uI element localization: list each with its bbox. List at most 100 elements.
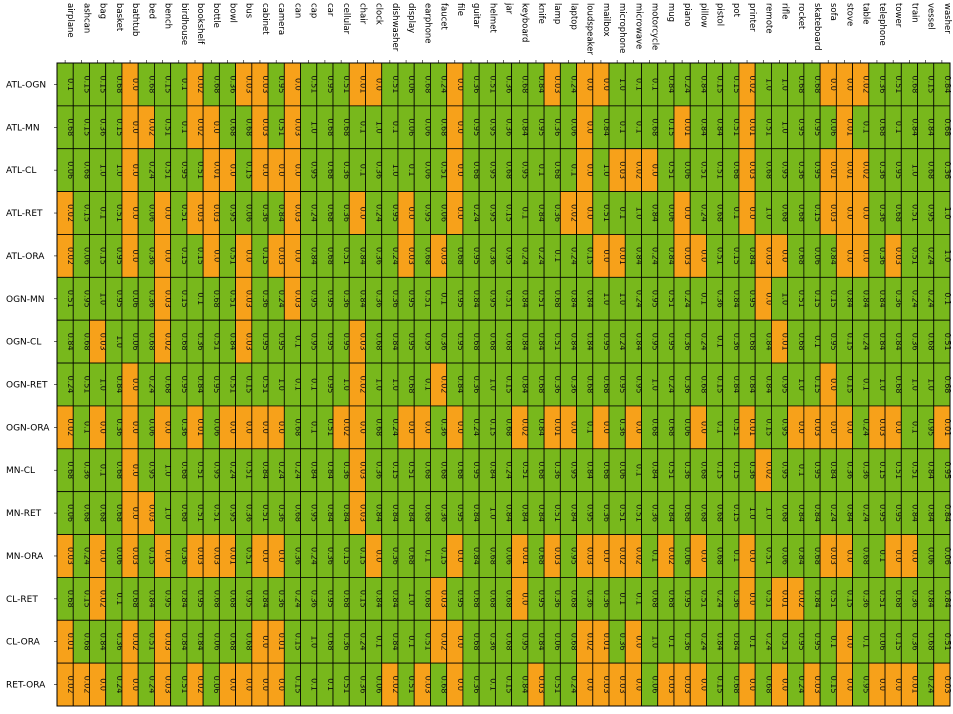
cell-value: 0.0 xyxy=(245,250,254,263)
cell-value: 0.68 xyxy=(375,418,384,436)
cell-value: 0.1 xyxy=(391,121,400,134)
cell-value: 0.68 xyxy=(699,376,708,394)
row-label-RET-ORA: RET-ORA xyxy=(6,681,46,691)
cell-value: 0.03 xyxy=(553,547,562,565)
cell-value: 0.06 xyxy=(618,461,627,479)
cell-value: 0.24 xyxy=(699,204,708,222)
cell-value: 0.1 xyxy=(115,592,124,605)
cell-value: 0.0 xyxy=(131,250,140,263)
cell-value: 0.03 xyxy=(293,204,302,222)
cell-value: 0.15 xyxy=(667,118,676,136)
cell-value: 0.1 xyxy=(521,207,530,220)
cell-value: 0.01 xyxy=(781,333,790,351)
cell-value: 0.24 xyxy=(277,290,286,308)
cell-value: 0.95 xyxy=(456,290,465,308)
cell-value: 0.36 xyxy=(261,204,270,222)
cell-value: 0.95 xyxy=(813,461,822,479)
cell-value: 0.02 xyxy=(99,590,108,608)
cell-value: 0.15 xyxy=(845,333,854,351)
cell-value: 0.51 xyxy=(667,461,676,479)
cell-value: 0.84 xyxy=(716,118,725,136)
column-label-rocket: rocket xyxy=(796,3,806,30)
cell-value: 0.1 xyxy=(716,335,725,348)
cell-value: 0.84 xyxy=(845,290,854,308)
cell-value: 0.36 xyxy=(878,204,887,222)
cell-value: 1.0 xyxy=(781,78,790,91)
cell-value: 0.0 xyxy=(164,421,173,434)
cell-value: 0.1 xyxy=(99,464,108,477)
cell-value: 0.02 xyxy=(667,547,676,565)
cell-value: 0.1 xyxy=(358,164,367,177)
cell-value: 0.02 xyxy=(342,418,351,436)
cell-value: 0.84 xyxy=(634,247,643,265)
cell-value: 0.36 xyxy=(910,333,919,351)
cell-value: 0.02 xyxy=(391,676,400,694)
cell-value: 0.95 xyxy=(488,161,497,179)
cell-value: 0.95 xyxy=(602,333,611,351)
cell-value: 0.51 xyxy=(82,376,91,394)
cell-value: 0.02 xyxy=(66,418,75,436)
cell-value: 0.95 xyxy=(569,461,578,479)
cell-value: 0.15 xyxy=(716,376,725,394)
row-label-MN-RET: MN-RET xyxy=(6,509,42,519)
cell-value: 0.51 xyxy=(196,504,205,522)
cell-value: 0.24 xyxy=(521,247,530,265)
cell-value: 0.06 xyxy=(131,290,140,308)
cell-value: 0.03 xyxy=(813,418,822,436)
cell-value: 0.0 xyxy=(586,121,595,134)
cell-value: 0.1 xyxy=(180,121,189,134)
cell-value: 0.0 xyxy=(845,207,854,220)
cell-value: 0.02 xyxy=(66,204,75,222)
cell-value: 1.0 xyxy=(391,164,400,177)
cell-value: 0.0 xyxy=(456,78,465,91)
cell-value: 0.0 xyxy=(894,421,903,434)
cell-value: 0.84 xyxy=(927,590,936,608)
cell-value: 0.15 xyxy=(894,633,903,651)
cell-value: 0.0 xyxy=(407,421,416,434)
cell-value: 0.1 xyxy=(407,164,416,177)
cell-value: 0.0 xyxy=(293,164,302,177)
cell-value: 0.15 xyxy=(342,547,351,565)
cell-value: 0.95 xyxy=(537,118,546,136)
cell-value: 0.68 xyxy=(553,161,562,179)
cell-value: 0.0 xyxy=(862,207,871,220)
cell-value: 0.36 xyxy=(862,461,871,479)
cell-value: 0.1 xyxy=(894,121,903,134)
cell-value: 0.84 xyxy=(521,504,530,522)
cell-value: 0.36 xyxy=(748,461,757,479)
row-label-OGN-ORA: OGN-ORA xyxy=(6,423,50,433)
column-label-skateboard: skateboard xyxy=(812,3,822,51)
cell-value: 0.03 xyxy=(553,76,562,94)
cell-value: 0.1 xyxy=(196,292,205,305)
cell-value: 0.95 xyxy=(326,376,335,394)
cell-value: 0.0 xyxy=(748,678,757,691)
cell-value: 0.1 xyxy=(310,421,319,434)
cell-value: 0.03 xyxy=(878,418,887,436)
cell-value: 0.51 xyxy=(943,333,952,351)
cell-value: 0.15 xyxy=(505,676,514,694)
cell-value: 0.95 xyxy=(569,547,578,565)
cell-value: 0.95 xyxy=(667,333,676,351)
cell-value: 0.0 xyxy=(845,250,854,263)
cell-value: 0.15 xyxy=(82,118,91,136)
column-label-earphone: earphone xyxy=(422,3,432,44)
cell-value: 0.1 xyxy=(797,464,806,477)
cell-value: 0.84 xyxy=(277,204,286,222)
cell-value: 0.84 xyxy=(732,376,741,394)
cell-value: 0.95 xyxy=(488,118,497,136)
column-label-stove: stove xyxy=(844,3,854,26)
cell-value: 0.0 xyxy=(602,250,611,263)
cell-value: 0.1 xyxy=(569,164,578,177)
cell-value: 0.95 xyxy=(781,376,790,394)
cell-value: 0.36 xyxy=(391,290,400,308)
cell-value: 0.24 xyxy=(310,547,319,565)
cell-value: 0.68 xyxy=(813,76,822,94)
cell-value: 0.0 xyxy=(131,378,140,391)
cell-value: 0.95 xyxy=(927,418,936,436)
cell-value: 0.03 xyxy=(667,676,676,694)
cell-value: 0.36 xyxy=(342,461,351,479)
cell-value: 0.84 xyxy=(797,547,806,565)
cell-value: 0.68 xyxy=(716,204,725,222)
cell-value: 0.06 xyxy=(683,418,692,436)
cell-value: 0.68 xyxy=(99,504,108,522)
